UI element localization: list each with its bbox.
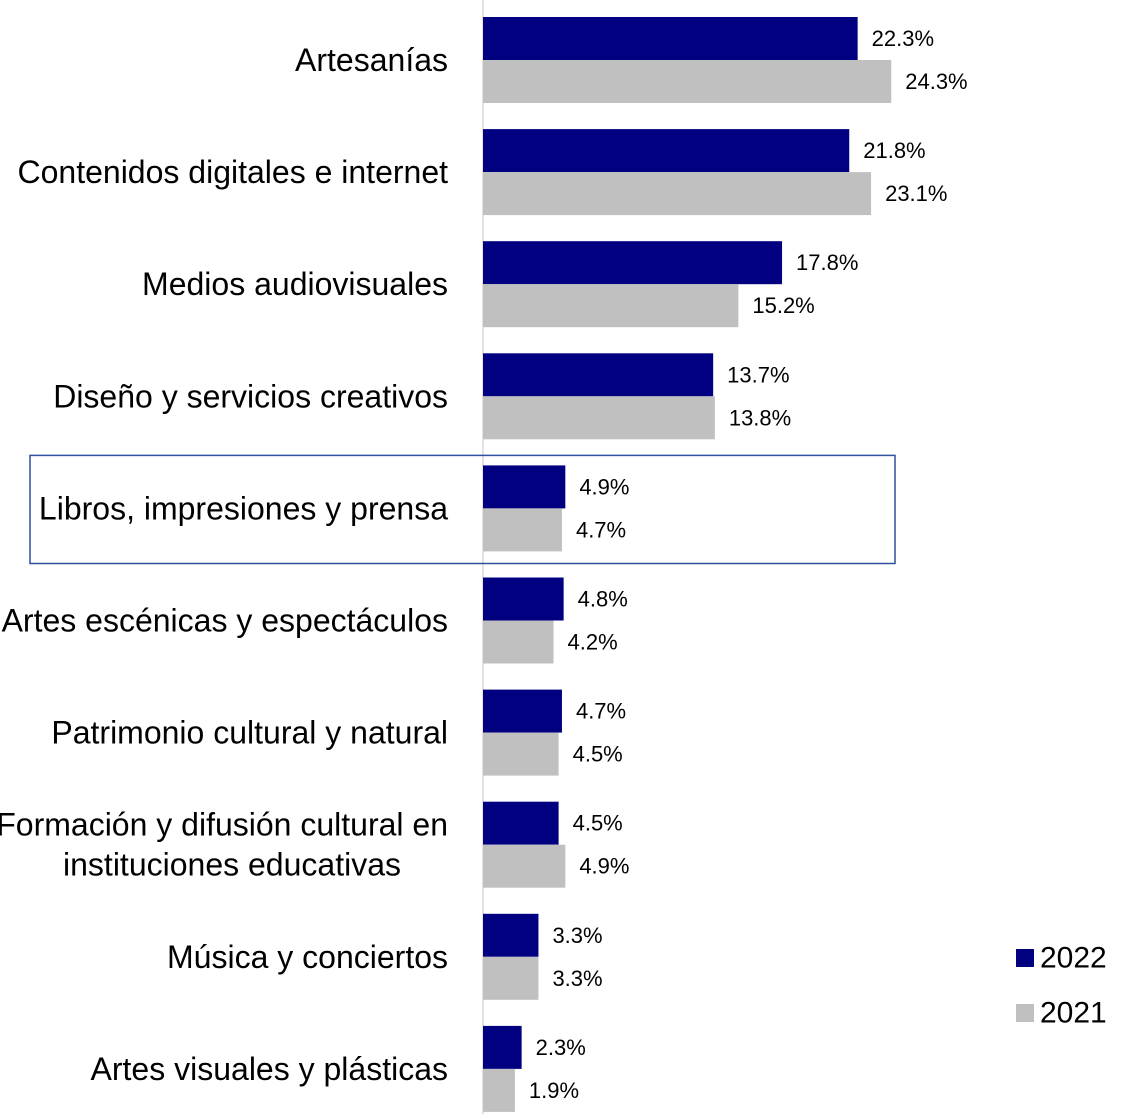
data-label-2021: 1.9% bbox=[529, 1078, 579, 1103]
data-label-2022: 13.7% bbox=[727, 362, 789, 387]
category-label: Artesanías bbox=[295, 42, 448, 78]
bar-2022-medios-audiovisuales bbox=[483, 241, 783, 285]
data-label-2021: 4.5% bbox=[573, 742, 623, 767]
bar-2022-artesanias bbox=[483, 17, 858, 60]
bar-2022-patrimonio-cultural-y-natural bbox=[483, 689, 562, 733]
category-label: Libros, impresiones y prensa bbox=[39, 490, 448, 526]
bar-2022-diseno-y-servicios-creativos bbox=[483, 353, 714, 397]
data-label-2021: 4.9% bbox=[579, 854, 629, 879]
category-label: Artes visuales y plásticas bbox=[91, 1051, 448, 1087]
bar-2021-patrimonio-cultural-y-natural bbox=[483, 732, 559, 776]
data-label-2022: 2.3% bbox=[536, 1035, 586, 1060]
data-label-2022: 4.5% bbox=[573, 811, 623, 836]
bar-2022-artes-visuales-y-plasticas bbox=[483, 1025, 522, 1069]
data-label-2022: 21.8% bbox=[863, 138, 925, 163]
legend-label-2022: 2022 bbox=[1040, 942, 1107, 975]
data-label-2021: 23.1% bbox=[885, 181, 947, 206]
bar-2022-formacion-y-difusion-cultural-en-instituciones-educativas bbox=[483, 801, 559, 845]
bar-2021-libros-impresiones-y-prensa bbox=[483, 508, 562, 552]
data-label-2022: 4.7% bbox=[576, 699, 626, 724]
category-label: Patrimonio cultural y natural bbox=[51, 715, 448, 751]
bar-2021-musica-y-conciertos bbox=[483, 956, 539, 1000]
bar-2021-medios-audiovisuales bbox=[483, 284, 739, 328]
category-label: Medios audiovisuales bbox=[142, 266, 448, 302]
data-label-2022: 4.9% bbox=[579, 474, 629, 499]
data-label-2021: 4.2% bbox=[568, 630, 618, 655]
bar-2022-artes-escenicas-y-espectaculos bbox=[483, 577, 564, 621]
bar-2021-contenidos-digitales-e-internet bbox=[483, 172, 872, 216]
bar-2022-contenidos-digitales-e-internet bbox=[483, 129, 850, 173]
legend-label-2021: 2021 bbox=[1040, 997, 1107, 1030]
bar-2022-musica-y-conciertos bbox=[483, 913, 539, 957]
category-label: Formación y difusión cultural en bbox=[0, 807, 448, 843]
bar-2022-libros-impresiones-y-prensa bbox=[483, 465, 566, 509]
bar-2021-diseno-y-servicios-creativos bbox=[483, 396, 715, 440]
data-label-2021: 15.2% bbox=[752, 293, 814, 318]
category-label: Artes escénicas y espectáculos bbox=[2, 603, 448, 639]
category-label: Contenidos digitales e internet bbox=[18, 154, 449, 190]
legend-swatch-2021 bbox=[1016, 1004, 1034, 1022]
category-label: Música y conciertos bbox=[167, 939, 448, 975]
data-label-2022: 17.8% bbox=[796, 250, 858, 275]
bar-2021-artes-visuales-y-plasticas bbox=[483, 1068, 515, 1112]
bar-2021-artes-escenicas-y-espectaculos bbox=[483, 620, 554, 664]
category-label: Diseño y servicios creativos bbox=[53, 378, 448, 414]
legend-swatch-2022 bbox=[1016, 949, 1034, 967]
highlight-box bbox=[29, 454, 896, 565]
data-label-2022: 4.8% bbox=[578, 587, 628, 612]
data-label-2021: 4.7% bbox=[576, 517, 626, 542]
data-label-2021: 13.8% bbox=[729, 405, 791, 430]
data-label-2021: 24.3% bbox=[905, 69, 967, 94]
data-label-2021: 3.3% bbox=[552, 966, 602, 991]
category-label: instituciones educativas bbox=[63, 847, 401, 883]
data-label-2022: 22.3% bbox=[872, 26, 934, 51]
data-label-2022: 3.3% bbox=[552, 923, 602, 948]
bar-2021-artesanias bbox=[483, 60, 892, 103]
bar-2021-formacion-y-difusion-cultural-en-instituciones-educativas bbox=[483, 844, 566, 888]
